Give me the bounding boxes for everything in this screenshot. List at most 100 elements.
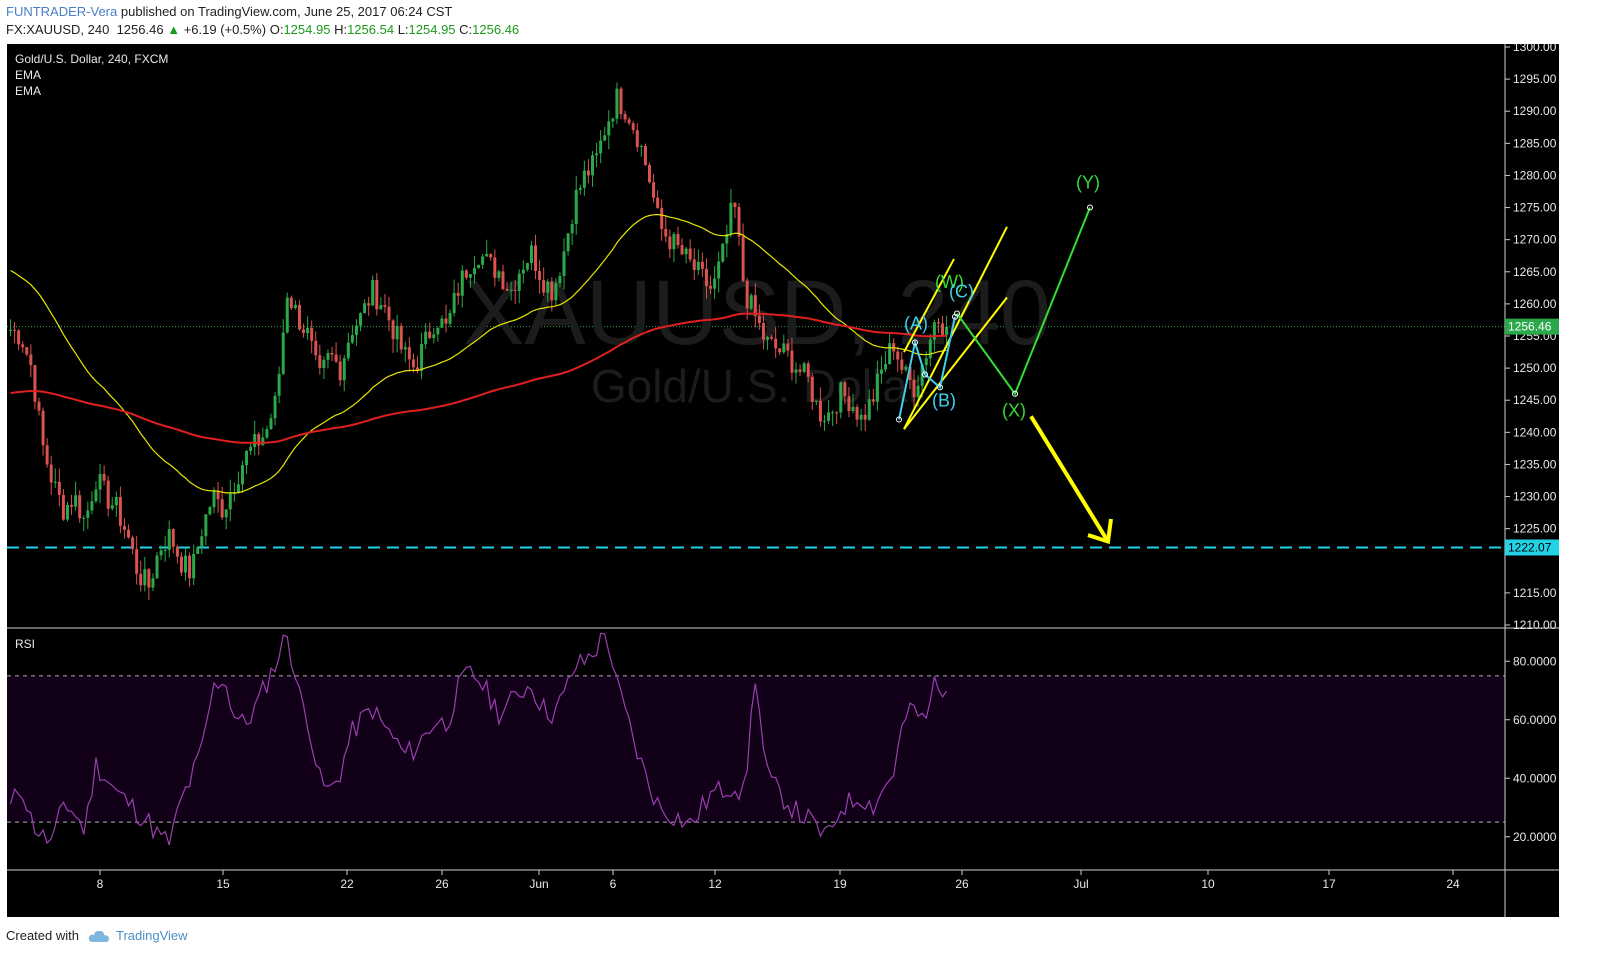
- last-price-label: 1256.46: [1508, 320, 1552, 334]
- legend-ema-2: EMA: [15, 84, 41, 98]
- candle-body: [25, 347, 29, 355]
- candle-body: [41, 410, 45, 446]
- wave-point: [912, 339, 918, 346]
- candle-body: [603, 135, 607, 141]
- candle-body: [293, 304, 297, 309]
- candle-body: [595, 153, 599, 156]
- candle-body: [155, 555, 159, 579]
- candle-body: [289, 297, 293, 309]
- candle-body: [847, 396, 851, 411]
- candle-body: [13, 329, 17, 331]
- candle-body: [509, 289, 513, 291]
- candle-body: [21, 344, 25, 348]
- candle-body: [200, 536, 204, 548]
- price-tick-label: 1270.00: [1513, 233, 1557, 247]
- candle-body: [456, 292, 460, 296]
- candle-body: [932, 322, 936, 340]
- tradingview-brand[interactable]: TradingView: [88, 928, 188, 943]
- candle-body: [672, 234, 676, 250]
- price-tick-label: 1285.00: [1513, 136, 1557, 150]
- candle-body: [485, 253, 489, 257]
- price-tick-label: 1260.00: [1513, 297, 1557, 311]
- candle-body: [375, 279, 379, 310]
- candle-body: [916, 385, 920, 398]
- wave-label: (X): [1002, 400, 1026, 420]
- candle-body: [37, 401, 41, 411]
- wave-point: [1012, 390, 1018, 397]
- candle-body: [33, 365, 37, 402]
- candle-body: [416, 367, 419, 372]
- candle-body: [745, 280, 749, 309]
- candle-body: [782, 343, 786, 353]
- header-bar: FUNTRADER-Vera published on TradingView.…: [0, 0, 1623, 44]
- candle-body: [411, 359, 415, 368]
- candle-body: [884, 364, 888, 370]
- candle-body: [407, 347, 411, 360]
- candle-body: [615, 88, 619, 119]
- candle-body: [399, 325, 403, 350]
- candle-body: [770, 337, 774, 339]
- price-tick-label: 1230.00: [1513, 490, 1557, 504]
- candle-body: [635, 130, 639, 147]
- candle-body: [468, 274, 472, 278]
- chart-frame[interactable]: XAUUSD, 240 Gold/U.S. Dollar (W) (C) (A) (B…: [7, 44, 1559, 917]
- open-value: 1254.95: [283, 22, 331, 37]
- price-tick-label: 1225.00: [1513, 522, 1557, 536]
- candle-body: [786, 343, 790, 351]
- low-value: 1254.95: [408, 22, 456, 37]
- candle-body: [814, 400, 818, 402]
- candle-body: [432, 334, 436, 338]
- candle-body: [204, 514, 208, 537]
- candle-body: [265, 429, 269, 438]
- candle-body: [521, 269, 525, 274]
- rsi-tick-label: 20.0000: [1513, 830, 1557, 844]
- candle-body: [704, 268, 708, 286]
- candle-body: [245, 450, 249, 466]
- price-tick-label: 1300.00: [1513, 44, 1557, 54]
- author-link[interactable]: FUNTRADER-Vera: [6, 4, 118, 19]
- publish-info: FUNTRADER-Vera published on TradingView.…: [6, 4, 452, 19]
- candle-body: [766, 337, 770, 340]
- candle-body: [481, 256, 485, 265]
- price-tick-label: 1265.00: [1513, 265, 1557, 279]
- candle-body: [428, 331, 432, 338]
- candle-body: [619, 88, 623, 115]
- rsi-tick-label: 60.0000: [1513, 713, 1557, 727]
- time-tick-label: 6: [610, 877, 617, 891]
- high-value: 1256.54: [347, 22, 395, 37]
- candle-body: [900, 359, 904, 370]
- symbol-label: FX:XAUUSD, 240: [6, 22, 110, 37]
- candle-body: [599, 140, 603, 154]
- candle-body: [167, 529, 171, 550]
- candle-body: [82, 517, 86, 519]
- candle-body: [102, 474, 106, 481]
- candle-body: [888, 343, 892, 365]
- candle-body: [928, 339, 932, 359]
- candle-body: [464, 270, 468, 278]
- candle-body: [578, 187, 582, 190]
- candle-body: [859, 414, 863, 420]
- price-tick-label: 1250.00: [1513, 361, 1557, 375]
- quote-line: FX:XAUUSD, 240 1256.46 ▲ +6.19 (+0.5%) O…: [6, 22, 519, 37]
- candle-body: [98, 474, 102, 490]
- wave-point: [922, 371, 928, 378]
- candle-body: [236, 484, 240, 494]
- price-tick-label: 1280.00: [1513, 168, 1557, 182]
- candle-body: [395, 325, 399, 340]
- candle-body: [460, 270, 464, 296]
- candle-body: [17, 330, 21, 345]
- chart-canvas[interactable]: XAUUSD, 240 Gold/U.S. Dollar (W)(C)(A)(B…: [7, 44, 1559, 917]
- candle-body: [554, 283, 558, 301]
- candle-body: [285, 297, 289, 333]
- legend-ema-1: EMA: [15, 68, 41, 82]
- candle-body: [110, 505, 114, 509]
- wxy-wave-line: [956, 207, 1091, 396]
- candle-body: [643, 146, 647, 165]
- candle-body: [835, 412, 839, 414]
- candle-body: [346, 342, 350, 359]
- candle-body: [586, 170, 590, 176]
- candle-body: [143, 569, 147, 586]
- candle-body: [444, 318, 448, 324]
- candle-body: [627, 119, 631, 124]
- candle-body: [310, 327, 314, 341]
